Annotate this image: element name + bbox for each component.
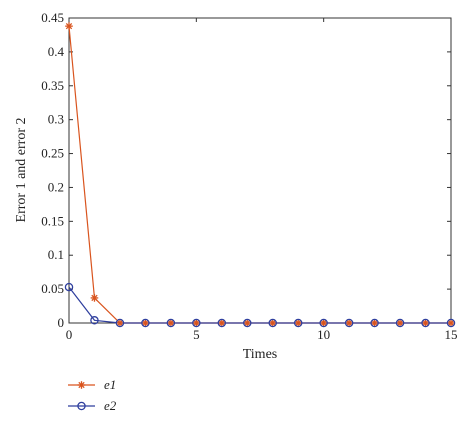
point-e1 (370, 319, 379, 327)
point-e1 (141, 319, 150, 327)
legend-marker-e1 (77, 381, 86, 389)
plot-area (68, 17, 452, 324)
y-tick-label: 0.45 (41, 10, 64, 25)
y-axis-label: Error 1 and error 2 (14, 118, 29, 223)
x-axis-label: Times (243, 347, 278, 362)
point-e1 (90, 294, 99, 302)
point-e1 (192, 319, 201, 327)
point-e1 (345, 319, 353, 327)
point-e2 (115, 318, 125, 328)
point-e2 (64, 282, 74, 292)
axis-ticks: 0 0.05 0.1 0.15 0.2 0.25 0.3 0.35 0.4 0.45 0 5 10 15 (41, 10, 457, 342)
series-line-e2 (68, 286, 451, 324)
point-e2 (192, 318, 201, 328)
point-e1 (218, 319, 226, 327)
point-e1 (116, 319, 124, 327)
point-e2 (268, 318, 277, 328)
point-e2 (141, 318, 150, 328)
point-e2 (217, 318, 227, 328)
point-e2 (344, 318, 354, 328)
point-e1 (167, 319, 175, 327)
x-tick-label: 0 (66, 327, 73, 342)
x-tick-label: 15 (445, 327, 458, 342)
point-e2 (446, 318, 456, 328)
point-e2 (421, 318, 430, 328)
point-e2 (370, 318, 379, 328)
point-e1 (243, 319, 252, 327)
point-e1 (294, 319, 302, 327)
y-tick-label: 0.3 (48, 112, 64, 127)
series-layer (64, 22, 456, 328)
point-e2 (166, 318, 176, 328)
y-tick-label: 0.05 (41, 281, 64, 296)
point-e2 (319, 318, 328, 328)
y-tick-label: 0.15 (41, 213, 64, 228)
legend-marker-e2 (77, 401, 86, 411)
point-e1 (65, 22, 73, 30)
legend-label-e1: e1 (104, 377, 116, 392)
point-e1 (447, 319, 455, 327)
point-e2 (243, 318, 252, 328)
x-tick-label: 10 (317, 327, 330, 342)
point-e1 (421, 319, 430, 327)
point-e1 (396, 319, 404, 327)
y-tick-label: 0.1 (48, 247, 64, 262)
y-tick-label: 0.4 (48, 44, 65, 59)
y-tick-label: 0.25 (41, 146, 64, 161)
legend-label-e2: e2 (104, 398, 117, 413)
point-e1 (319, 319, 328, 327)
point-e2 (90, 316, 99, 325)
y-tick-label: 0.35 (41, 78, 64, 93)
point-e1 (268, 319, 277, 327)
y-tick-label: 0 (58, 315, 65, 330)
y-tick-label: 0.2 (48, 179, 64, 194)
x-tick-label: 5 (193, 327, 200, 342)
point-e2 (395, 318, 405, 328)
point-e2 (293, 318, 303, 328)
